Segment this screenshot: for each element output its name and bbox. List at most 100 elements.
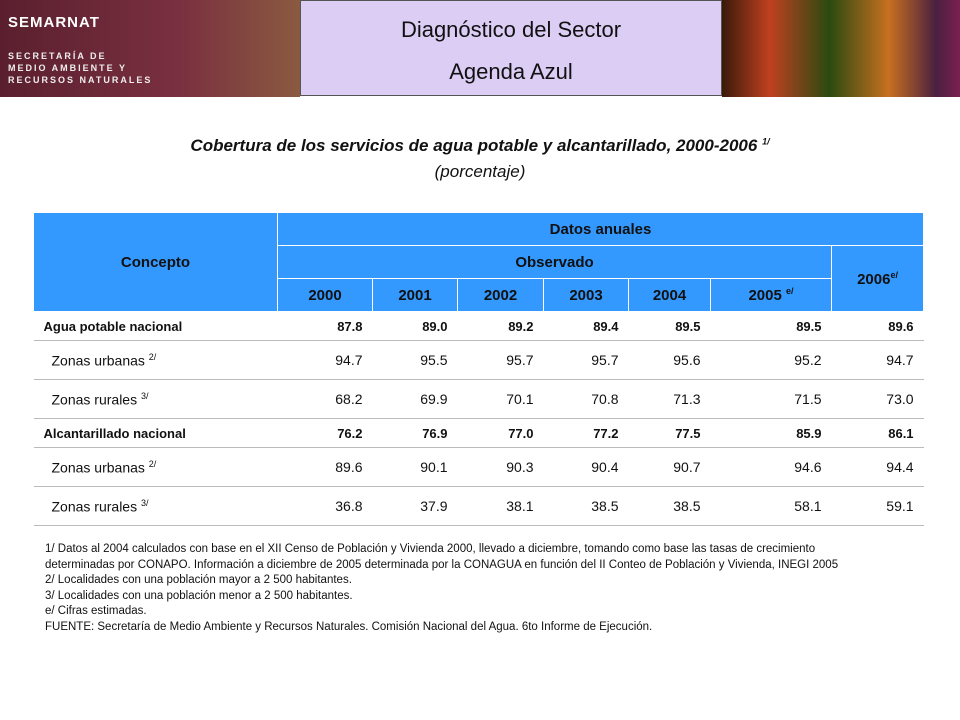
logo: SEMARNAT SECRETARÍA DE MEDIO AMBIENTE Y …	[0, 0, 300, 97]
agency: SECRETARÍA DE MEDIO AMBIENTE Y RECURSOS …	[8, 50, 152, 86]
table-row: Zonas rurales 3/36.8 37.9 38.1 38.5 38.5 58.1…	[33, 486, 924, 526]
cell: 73.0	[831, 379, 924, 419]
footnote: e/ Cifras estimadas.	[45, 605, 147, 617]
logo-text: SEMARNAT	[8, 14, 100, 31]
year-header: 2005 e/	[710, 278, 832, 312]
title-note: 1/	[762, 136, 770, 147]
cell: 95.7	[543, 340, 629, 380]
cell: 90.4	[543, 447, 629, 487]
data-table: Concepto Datos anuales Observado 2006e/2000…	[33, 212, 925, 526]
cell: 95.5	[372, 340, 458, 380]
footnotes: 1/ Datos al 2004 calculados con base en …	[45, 542, 875, 635]
cell: 76.9	[372, 418, 458, 448]
cell: 95.6	[628, 340, 711, 380]
cell: 59.1	[831, 486, 924, 526]
note: e/	[786, 286, 794, 296]
cell: 70.1	[457, 379, 544, 419]
observed-header: Observado	[277, 245, 832, 279]
label: Zonas rurales	[51, 498, 138, 515]
cell: 94.7	[277, 340, 373, 380]
photos	[722, 0, 960, 97]
cell: 89.6	[277, 447, 373, 487]
cell: 89.5	[628, 311, 711, 341]
footnote: FUENTE: Secretaría de Medio Ambiente y R…	[45, 620, 653, 633]
header-row: 2000 2001 2002 2003 2004 2005 e/	[34, 278, 924, 312]
label: Zonas rurales	[51, 391, 138, 408]
cell: 38.1	[457, 486, 544, 526]
table-row: Agua potable nacional 87.8 89.0 89.2 89.4 89.…	[33, 311, 924, 341]
title-text: Cobertura de los servicios de agua potab…	[190, 136, 758, 155]
cell: 89.2	[457, 311, 544, 341]
cell: 94.6	[710, 447, 832, 487]
table-row: Zonas urbanas 2/89.6 90.1 90.3 90.4 90.7 94.6…	[33, 447, 924, 487]
cell: 76.2	[277, 418, 373, 448]
title-box: Diagnóstico del Sector Agenda Azul	[300, 0, 722, 96]
cell: 70.8	[543, 379, 629, 419]
cell: 71.3	[628, 379, 711, 419]
cell: 94.4	[831, 447, 924, 487]
cell: 58.1	[710, 486, 832, 526]
note: 2/	[148, 458, 157, 469]
cell: 77.0	[457, 418, 544, 448]
row-label: Zonas rurales 3/	[33, 486, 278, 526]
cell: 38.5	[543, 486, 629, 526]
group-header: Datos anuales	[276, 212, 925, 246]
table-row: Alcantarillado nacional 76.2 76.9 77.0 77.2 7…	[33, 418, 924, 448]
concept-header: Concepto	[33, 212, 278, 312]
note: 3/	[140, 390, 149, 401]
header-subtitle: Agenda Azul	[449, 59, 573, 84]
cell: 38.5	[628, 486, 711, 526]
note: 3/	[140, 497, 149, 508]
cell: 90.1	[372, 447, 458, 487]
year-header: 2004	[628, 278, 711, 312]
year: 2006	[857, 270, 891, 288]
label: Agua potable nacional	[43, 318, 183, 334]
row-label: Zonas urbanas 2/	[33, 340, 278, 380]
footnote: 1/ Datos al 2004 calculados con base en …	[45, 543, 839, 571]
label: Alcantarillado nacional	[43, 425, 186, 441]
cell: 94.7	[831, 340, 924, 380]
agency-line: MEDIO AMBIENTE Y	[8, 63, 128, 73]
cell: 85.9	[710, 418, 832, 448]
cell: 87.8	[277, 311, 373, 341]
table-row: Zonas urbanas 2/94.7 95.5 95.7 95.7 95.6 95.2…	[33, 340, 924, 380]
cell: 69.9	[372, 379, 458, 419]
footnote: 2/ Localidades con una población mayor a…	[45, 574, 352, 586]
agency-line: RECURSOS NATURALES	[8, 75, 153, 85]
table-title: Cobertura de los servicios de agua potab…	[0, 136, 960, 156]
cell: 95.7	[457, 340, 544, 380]
header-row: Observado 2006e/	[34, 245, 925, 312]
row-label: Agua potable nacional	[33, 311, 278, 341]
table-row: Zonas rurales 3/68.2 69.9 70.1 70.8 71.3 71.5…	[33, 379, 924, 419]
row-label: Zonas rurales 3/	[33, 379, 278, 419]
label: Zonas urbanas	[51, 459, 145, 476]
footnote: 3/ Localidades con una población menor a…	[45, 589, 353, 602]
year-header: 2002	[457, 278, 544, 312]
table-unit: (porcentaje)	[434, 162, 526, 181]
header-row: Concepto Datos anuales	[33, 212, 925, 312]
label: Zonas urbanas	[51, 352, 145, 369]
row-label: Alcantarillado nacional	[33, 418, 278, 448]
year-header: 2000	[277, 278, 373, 312]
year: 2005	[748, 287, 782, 304]
cell: 89.0	[372, 311, 458, 341]
cell: 90.3	[457, 447, 544, 487]
cell: 95.2	[710, 340, 832, 380]
header-title: Diagnóstico del Sector	[400, 17, 622, 42]
note: 2/	[148, 351, 157, 362]
cell: 71.5	[710, 379, 832, 419]
cell: 77.5	[628, 418, 711, 448]
cell: 86.1	[831, 418, 924, 448]
cell: 89.4	[543, 311, 629, 341]
cell: 90.7	[628, 447, 711, 487]
year-header: 2001	[372, 278, 458, 312]
cell: 89.6	[831, 311, 924, 341]
cell: 77.2	[543, 418, 629, 448]
agency-line: SECRETARÍA DE	[8, 51, 107, 61]
cell: 89.5	[710, 311, 832, 341]
note: e/	[890, 269, 898, 280]
cell: 68.2	[277, 379, 373, 419]
cell: 37.9	[372, 486, 458, 526]
cell: 36.8	[277, 486, 373, 526]
